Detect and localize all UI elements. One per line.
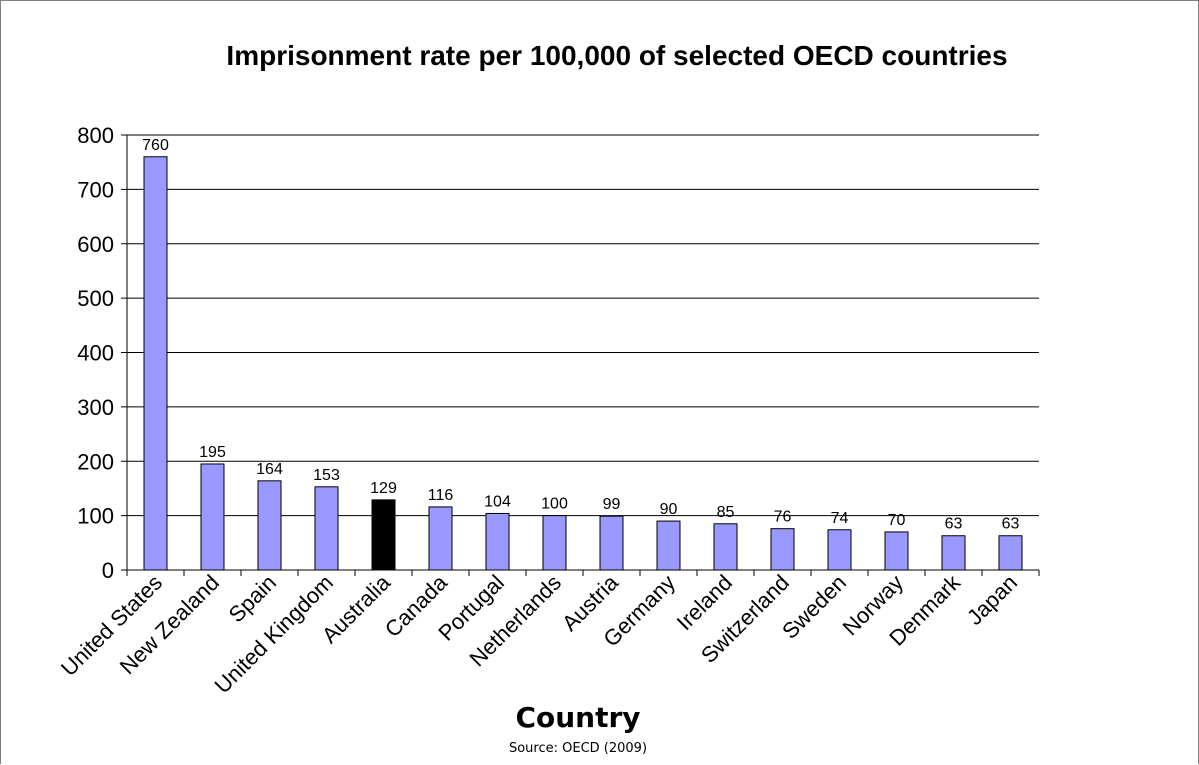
bar xyxy=(200,463,225,571)
y-tick-label: 0 xyxy=(102,558,114,583)
data-label: 63 xyxy=(945,516,963,533)
x-tick-label: Sweden xyxy=(777,570,851,644)
data-label: 85 xyxy=(717,504,735,521)
data-label: 100 xyxy=(541,496,568,513)
y-tick-label: 700 xyxy=(77,177,114,202)
y-tick-label: 300 xyxy=(77,395,114,420)
x-tick-label: Japan xyxy=(962,570,1022,630)
data-label: 90 xyxy=(660,501,678,518)
bar xyxy=(599,515,624,571)
bar xyxy=(371,499,396,571)
y-tick-label: 100 xyxy=(77,504,114,529)
bar xyxy=(770,528,795,571)
data-label: 129 xyxy=(370,480,397,497)
bar xyxy=(656,520,681,571)
bar xyxy=(542,515,567,571)
bar xyxy=(713,523,738,571)
data-label: 76 xyxy=(774,509,792,526)
data-label: 116 xyxy=(428,487,454,504)
y-tick-label: 200 xyxy=(77,449,114,474)
data-label: 63 xyxy=(1002,516,1020,533)
bar xyxy=(941,535,966,571)
bar xyxy=(143,156,168,571)
y-tick-label: 600 xyxy=(77,232,114,257)
data-label: 74 xyxy=(831,510,849,527)
data-label: 164 xyxy=(256,461,283,478)
bar xyxy=(998,535,1023,571)
data-label: 104 xyxy=(484,493,511,510)
bar xyxy=(314,486,339,571)
bar xyxy=(827,529,852,571)
bar xyxy=(428,506,453,571)
y-tick-label: 800 xyxy=(77,123,114,148)
bar xyxy=(485,512,510,571)
data-label: 195 xyxy=(199,444,226,461)
data-label: 70 xyxy=(888,512,906,529)
data-label: 153 xyxy=(313,467,340,484)
x-axis-title: Country xyxy=(515,701,640,734)
data-label: 760 xyxy=(142,137,169,154)
y-tick-label: 500 xyxy=(77,286,114,311)
x-tick-label: New Zealand xyxy=(115,570,224,679)
bar xyxy=(257,480,282,571)
source-note: Source: OECD (2009) xyxy=(509,741,647,756)
chart-title: Imprisonment rate per 100,000 of selecte… xyxy=(226,40,1007,71)
y-tick-label: 400 xyxy=(77,341,114,366)
bar xyxy=(884,531,909,571)
data-label: 99 xyxy=(603,496,621,513)
